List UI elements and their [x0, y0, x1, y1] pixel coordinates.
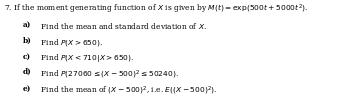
Text: d): d): [23, 68, 32, 76]
Text: Find $P(X > 650)$.: Find $P(X > 650)$.: [36, 37, 103, 48]
Text: a): a): [23, 21, 31, 29]
Text: Find $P(27060 \leq (X - 500)^2 \leq 50240)$.: Find $P(27060 \leq (X - 500)^2 \leq 5024…: [36, 68, 179, 81]
Text: 7. If the moment generating function of $X$ is given by $M(t) = \exp(500t + 5000: 7. If the moment generating function of …: [4, 3, 308, 16]
Text: Find $P(X < 710|X > 650)$.: Find $P(X < 710|X > 650)$.: [36, 52, 134, 64]
Text: Find the mean of $(X - 500)^2$, i.e. $E((X - 500)^2)$.: Find the mean of $(X - 500)^2$, i.e. $E(…: [36, 85, 217, 97]
Text: Find the mean and standard deviation of $X$.: Find the mean and standard deviation of …: [36, 21, 207, 31]
Text: b): b): [23, 37, 32, 45]
Text: e): e): [23, 85, 31, 93]
Text: c): c): [23, 52, 31, 60]
